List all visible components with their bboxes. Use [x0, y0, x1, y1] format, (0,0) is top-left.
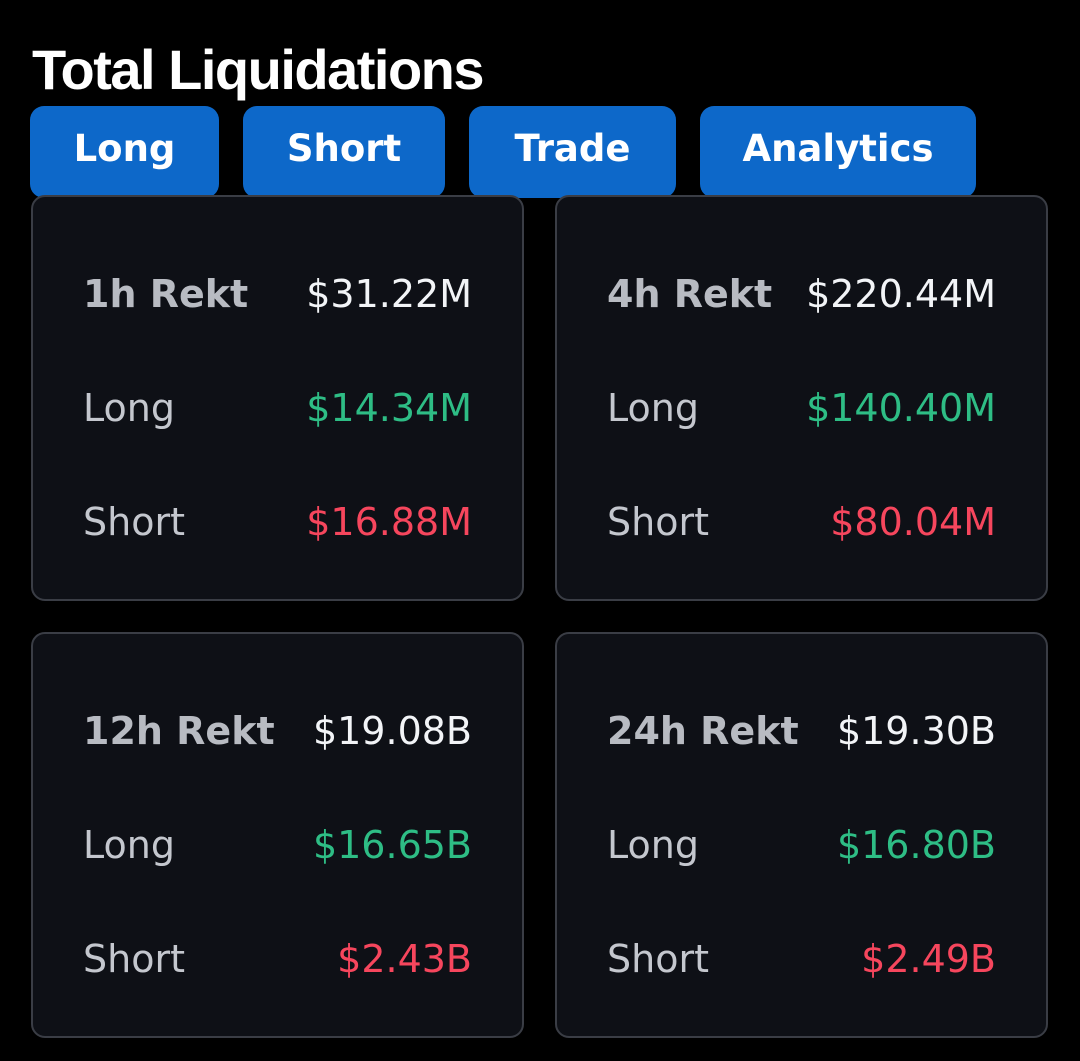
liquidation-card-1h: 1h Rekt $31.22M Long $14.34M Short $16.8… [31, 195, 524, 601]
short-value: $2.49B [861, 937, 996, 981]
total-row: 24h Rekt $19.30B [607, 701, 996, 761]
short-row: Short $2.49B [607, 929, 996, 989]
long-row: Long $140.40M [607, 378, 996, 438]
period-label: 1h Rekt [83, 272, 249, 316]
tab-short[interactable]: Short [243, 106, 445, 198]
tab-long[interactable]: Long [30, 106, 219, 198]
long-label: Long [83, 386, 175, 430]
tab-analytics[interactable]: Analytics [700, 106, 976, 198]
total-value: $220.44M [806, 272, 996, 316]
total-row: 1h Rekt $31.22M [83, 264, 472, 324]
liquidation-card-24h: 24h Rekt $19.30B Long $16.80B Short $2.4… [555, 632, 1048, 1038]
total-value: $19.08B [312, 709, 472, 753]
long-row: Long $16.80B [607, 815, 996, 875]
short-value: $80.04M [830, 500, 996, 544]
short-value: $2.43B [337, 937, 472, 981]
short-row: Short $16.88M [83, 492, 472, 552]
short-row: Short $2.43B [83, 929, 472, 989]
total-row: 12h Rekt $19.08B [83, 701, 472, 761]
period-label: 4h Rekt [607, 272, 773, 316]
long-value: $14.34M [306, 386, 472, 430]
period-label: 12h Rekt [83, 709, 275, 753]
page-title: Total Liquidations [32, 38, 485, 101]
tab-trade[interactable]: Trade [469, 106, 676, 198]
long-row: Long $14.34M [83, 378, 472, 438]
short-row: Short $80.04M [607, 492, 996, 552]
short-label: Short [607, 500, 709, 544]
long-label: Long [607, 823, 699, 867]
total-value: $19.30B [836, 709, 996, 753]
liquidation-card-4h: 4h Rekt $220.44M Long $140.40M Short $80… [555, 195, 1048, 601]
long-label: Long [607, 386, 699, 430]
short-label: Short [83, 937, 185, 981]
short-label: Short [83, 500, 185, 544]
short-value: $16.88M [306, 500, 472, 544]
long-row: Long $16.65B [83, 815, 472, 875]
long-value: $16.80B [836, 823, 996, 867]
total-row: 4h Rekt $220.44M [607, 264, 996, 324]
period-label: 24h Rekt [607, 709, 799, 753]
short-label: Short [607, 937, 709, 981]
total-value: $31.22M [306, 272, 472, 316]
liquidation-card-12h: 12h Rekt $19.08B Long $16.65B Short $2.4… [31, 632, 524, 1038]
long-label: Long [83, 823, 175, 867]
long-value: $140.40M [806, 386, 996, 430]
long-value: $16.65B [312, 823, 472, 867]
